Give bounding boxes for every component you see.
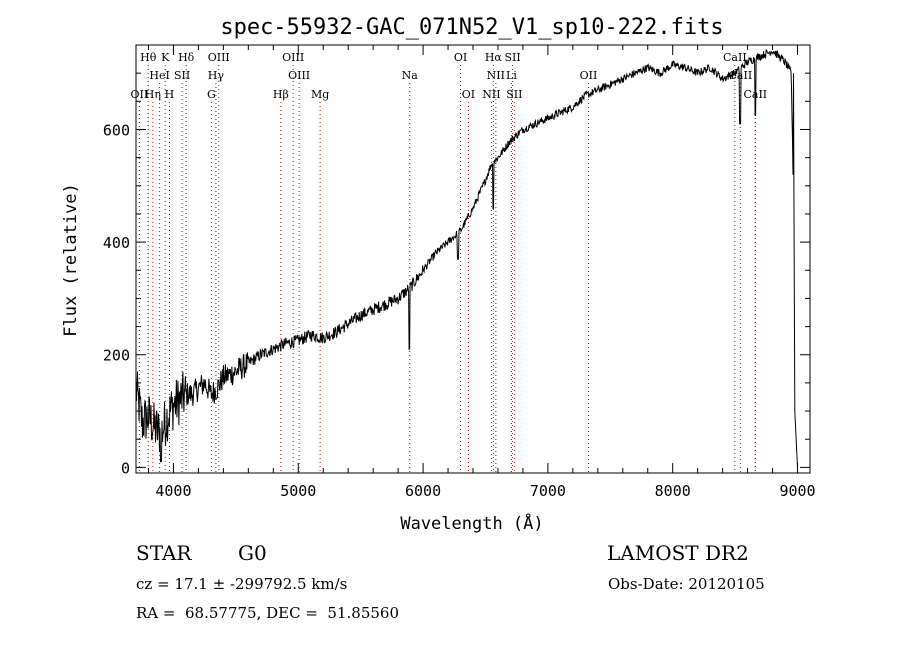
observation-date: Obs-Date: 20120105 <box>608 575 765 593</box>
redshift-cz: cz = 17.1 ± -299792.5 km/s <box>136 575 348 593</box>
x-axis-label: Wavelength (Å) <box>400 512 543 534</box>
x-tick-label: 6000 <box>405 482 441 500</box>
line-marker-label: H <box>165 88 175 101</box>
spectrum-series <box>135 49 798 468</box>
line-marker-label: Hθ <box>140 51 157 64</box>
line-marker-label: CaII <box>723 51 747 64</box>
y-tick-label: 200 <box>103 347 130 365</box>
x-tick-label: 8000 <box>655 482 691 500</box>
line-marker-label: OIII <box>288 69 310 82</box>
survey-name: LAMOST DR2 <box>607 541 749 565</box>
chart-title: spec-55932-GAC_071N52_V1_sp10-222.fits <box>220 15 723 40</box>
line-marker-label: NII <box>482 88 500 101</box>
line-marker-label: SII <box>504 51 520 64</box>
line-marker-label: Hη <box>145 88 161 101</box>
line-marker-label: OI <box>454 51 467 64</box>
line-marker-label: OIII <box>282 51 304 64</box>
line-marker-label: CaII <box>729 69 753 82</box>
line-marker-label: Na <box>402 69 419 82</box>
line-marker-label: SII <box>174 69 190 82</box>
object-class: STAR <box>136 541 192 565</box>
x-tick-label: 4000 <box>155 482 191 500</box>
line-marker-label: NII <box>487 69 505 82</box>
line-marker-label: HeI <box>149 69 169 82</box>
plot-frame <box>135 44 811 474</box>
x-tick-label: 9000 <box>779 482 815 500</box>
y-tick-label: 400 <box>103 234 130 252</box>
y-tick-label: 600 <box>103 121 130 139</box>
line-marker-label: Hγ <box>208 69 225 82</box>
line-marker-label: G <box>207 88 216 101</box>
line-marker-label: Hδ <box>178 51 195 64</box>
line-marker-label: OIII <box>208 51 230 64</box>
x-tick-label: 5000 <box>280 482 316 500</box>
line-marker-label: K <box>161 51 170 64</box>
line-marker-label: Hβ <box>273 88 289 101</box>
line-marker-label: SII <box>506 88 522 101</box>
chart-axes: 4000 5000 6000 7000 8000 9000 0 200 400 600 <box>103 44 816 500</box>
y-axis-label: Flux (relative) <box>61 183 81 337</box>
object-subclass: G0 <box>238 541 267 565</box>
line-marker-label: Li <box>506 69 517 82</box>
y-tick-label: 0 <box>121 459 130 477</box>
line-marker-label: OII <box>580 69 598 82</box>
line-marker-label: Hα <box>485 51 503 64</box>
x-tick-label: 7000 <box>530 482 566 500</box>
line-marker-label: OII <box>131 88 149 101</box>
line-marker-label: OI <box>462 88 475 101</box>
line-marker-label: Mg <box>311 88 329 101</box>
coordinates: RA = 68.57775, DEC = 51.85560 <box>136 604 400 622</box>
spectrum-line <box>135 49 798 468</box>
